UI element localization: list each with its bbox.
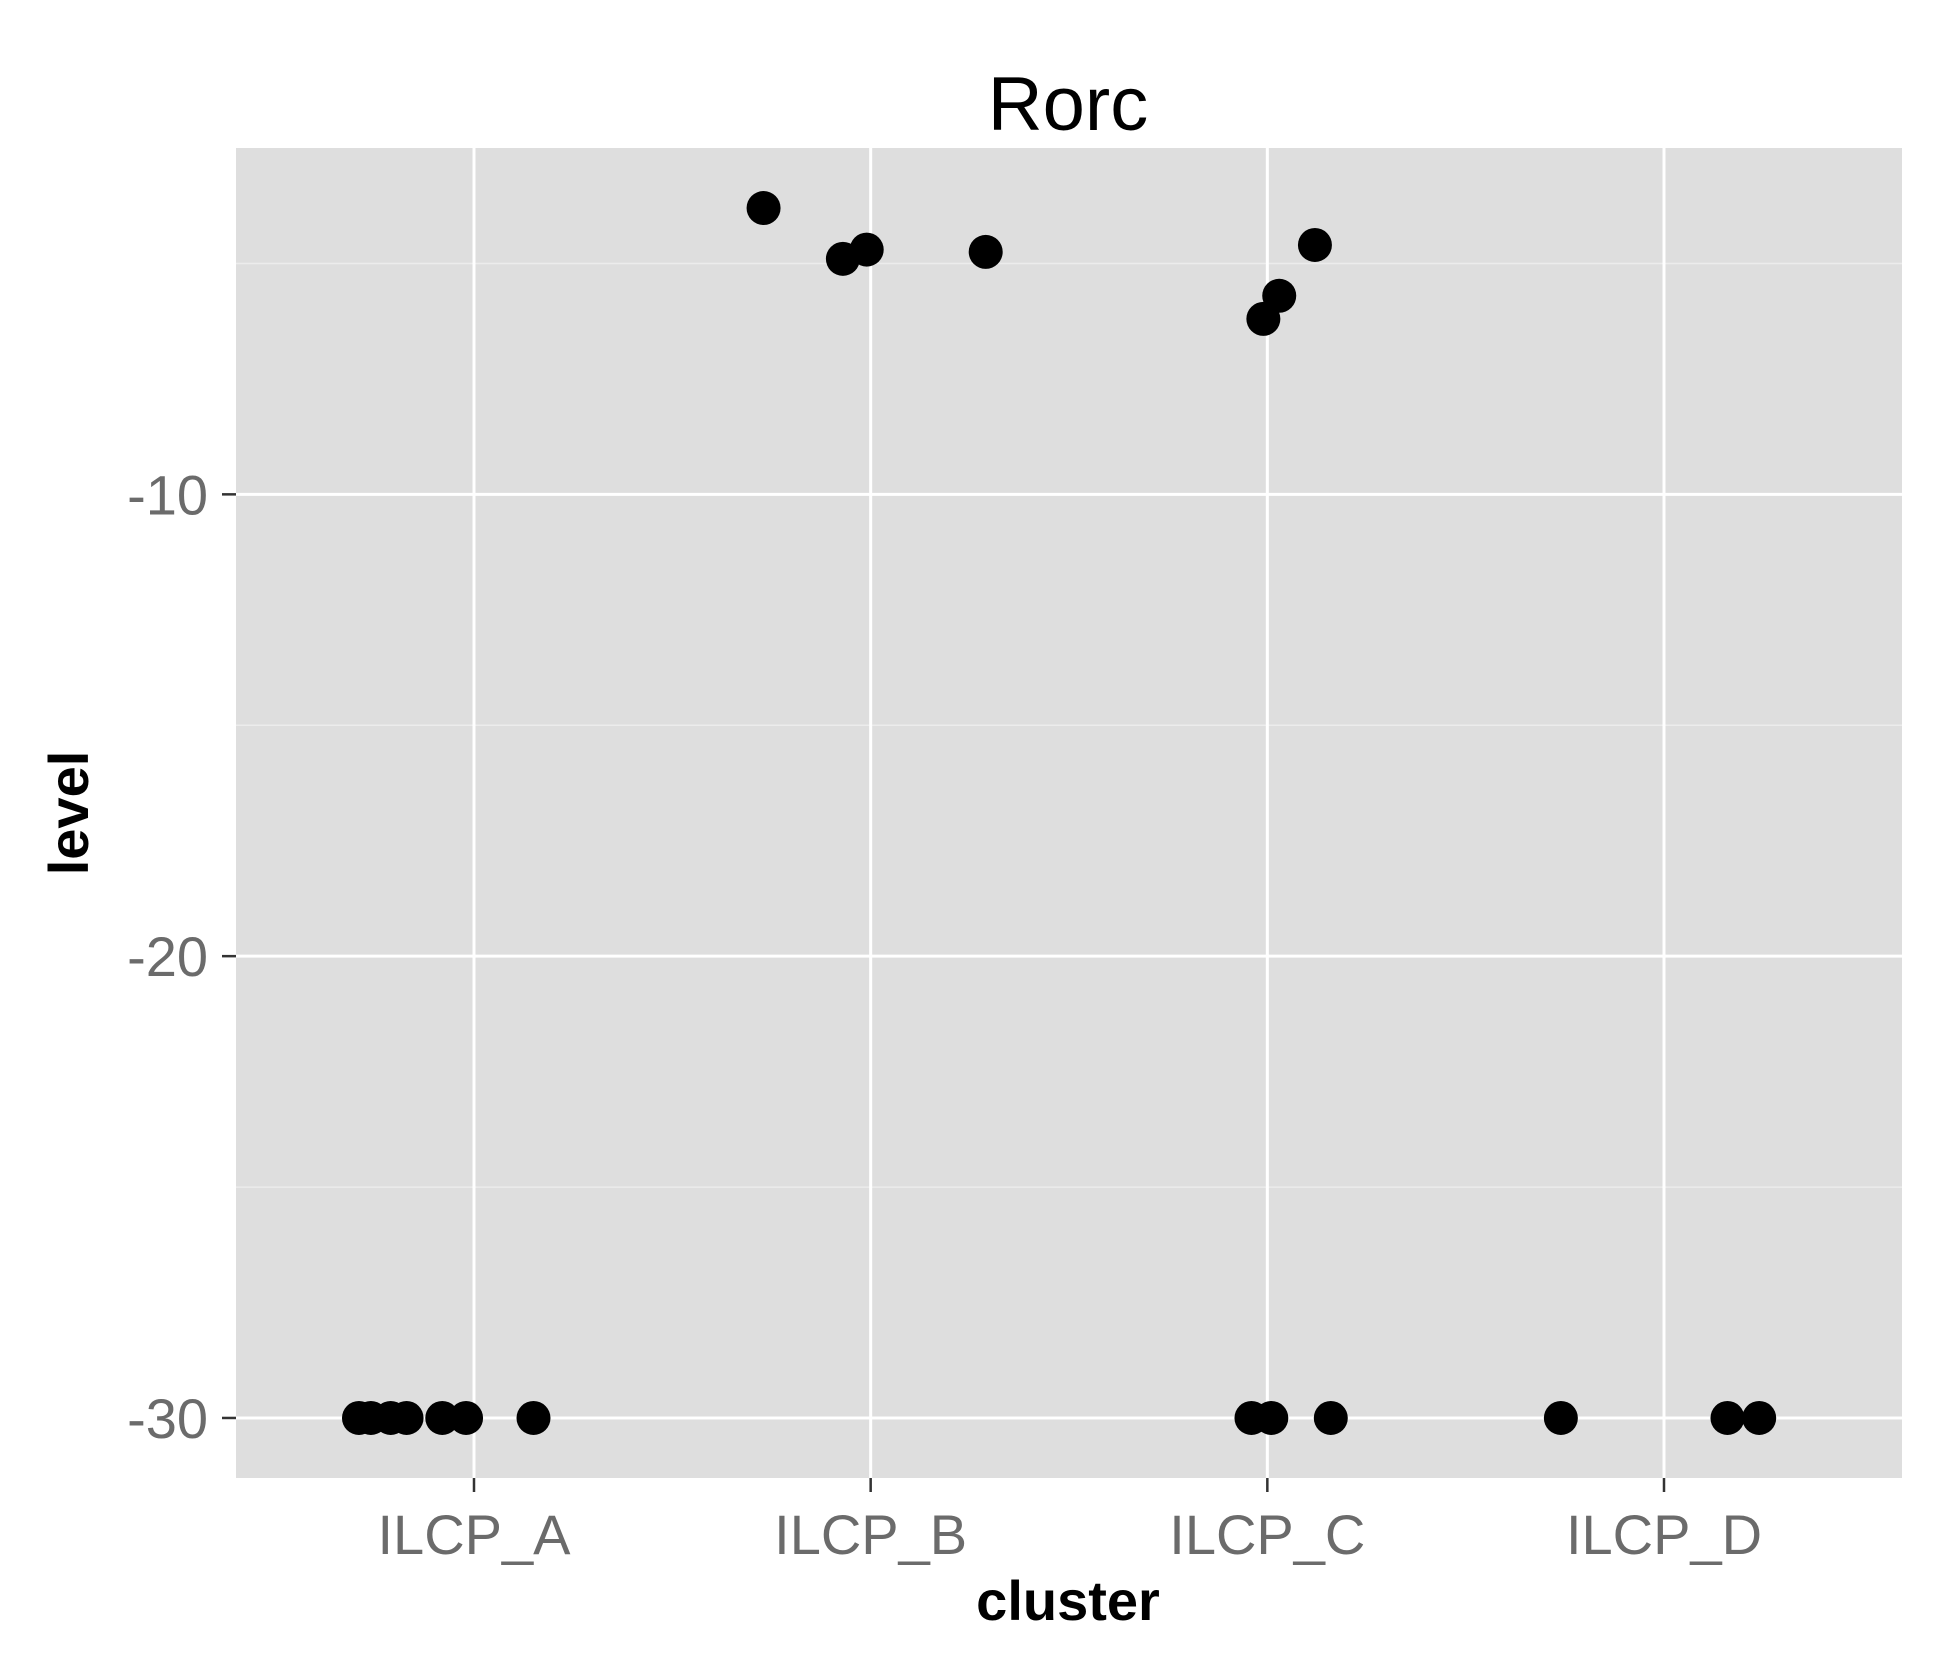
y-tick-label: -10 [127,463,208,526]
y-axis: -10 -20 -30 [127,463,236,1450]
data-point [449,1400,484,1435]
x-tick-label: ILCP_A [378,1503,572,1566]
x-axis: ILCP_A ILCP_B ILCP_C ILCP_D [378,1478,1762,1566]
x-axis-title: cluster [976,1569,1160,1632]
data-point [425,1400,460,1435]
y-tick-label: -30 [127,1387,208,1450]
chart-title: Rorc [988,62,1148,147]
data-point [1297,227,1332,262]
data-points [341,191,1777,1435]
data-point [746,191,781,226]
data-point [1262,278,1297,313]
data-point [1543,1400,1578,1435]
plot-panel [236,148,1902,1478]
x-tick-label: ILCP_C [1169,1503,1365,1566]
data-point [1710,1400,1745,1435]
data-point [1313,1400,1348,1435]
data-point [1742,1400,1777,1435]
data-point [389,1400,424,1435]
y-axis-title: level [37,751,100,876]
data-point [1254,1400,1289,1435]
data-point [516,1400,551,1435]
minor-gridlines [236,262,1902,1188]
data-point [968,234,1003,269]
y-tick-label: -20 [127,925,208,988]
data-point [849,232,884,267]
x-tick-label: ILCP_B [774,1503,967,1566]
major-gridlines [236,148,1902,1478]
x-tick-label: ILCP_D [1566,1503,1762,1566]
